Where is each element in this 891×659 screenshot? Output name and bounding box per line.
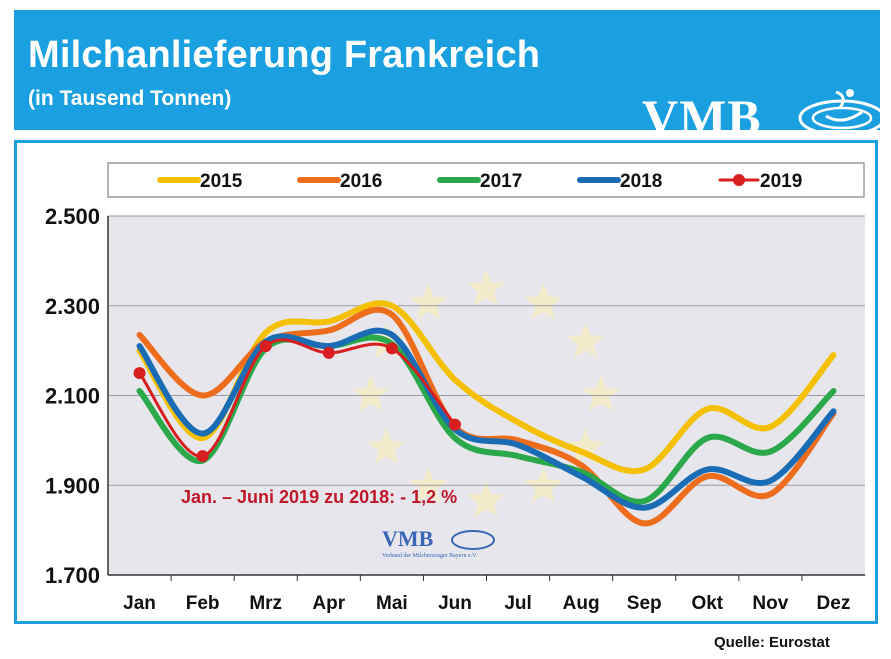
star-icon bbox=[524, 466, 563, 503]
x-tick-label: Aug bbox=[563, 593, 600, 614]
x-tick-label: Dez bbox=[817, 593, 851, 614]
data-point-2019 bbox=[385, 342, 398, 355]
data-point-2019 bbox=[448, 418, 461, 431]
star-icon bbox=[467, 480, 505, 517]
star-icon bbox=[566, 427, 605, 465]
data-point-2019 bbox=[322, 346, 335, 359]
x-tick-label: Nov bbox=[752, 593, 788, 614]
legend: 2015 2016 2017 2018 2019 bbox=[107, 162, 865, 198]
star-icon bbox=[566, 322, 605, 359]
x-tick-label: Apr bbox=[312, 593, 345, 614]
chart-frame bbox=[14, 140, 878, 624]
y-tick-label: 2.500 bbox=[45, 204, 100, 229]
data-point-2019 bbox=[259, 340, 272, 353]
star-icon bbox=[524, 283, 563, 320]
vmb-logo-text: VMB bbox=[642, 89, 762, 145]
header-banner: Milchanlieferung Frankreich (in Tausend … bbox=[14, 10, 886, 142]
data-point-2019 bbox=[133, 367, 146, 380]
legend-label-2015: 2015 bbox=[200, 171, 243, 192]
star-icon bbox=[367, 427, 406, 465]
star-icon bbox=[409, 283, 448, 320]
legend-label-2019: 2019 bbox=[760, 171, 802, 192]
x-tick-label: Feb bbox=[186, 593, 220, 614]
data-point-2019 bbox=[196, 450, 209, 463]
source-label: Quelle: Eurostat bbox=[714, 634, 830, 651]
star-icon bbox=[467, 269, 505, 306]
x-tick-label: Okt bbox=[691, 593, 723, 614]
legend-label-2017: 2017 bbox=[480, 171, 522, 192]
legend-label-2018: 2018 bbox=[620, 171, 662, 192]
x-tick-label: Jul bbox=[504, 593, 531, 614]
page-title: Milchanlieferung Frankreich bbox=[28, 34, 541, 76]
watermark-logo-icon bbox=[451, 530, 495, 550]
watermark-logo: VMB bbox=[382, 526, 434, 551]
star-icon bbox=[352, 375, 390, 412]
y-tick-label: 2.100 bbox=[45, 384, 100, 409]
star-icon bbox=[582, 375, 620, 412]
annotation-text: Jan. – Juni 2019 zu 2018: - 1,2 % bbox=[181, 487, 457, 507]
series-line-2018 bbox=[136, 327, 837, 511]
x-tick-label: Jan bbox=[123, 593, 156, 614]
legend-marker-2019 bbox=[733, 174, 745, 186]
watermark-tagline: Verband der Milcherzeuger Bayern e.V. bbox=[382, 553, 478, 559]
x-tick-label: Mai bbox=[376, 593, 408, 614]
x-tick-label: Jun bbox=[438, 593, 472, 614]
vmb-logo-icon bbox=[798, 89, 886, 137]
x-tick-label: Sep bbox=[627, 593, 662, 614]
y-tick-label: 1.700 bbox=[45, 563, 100, 588]
star-icon bbox=[409, 466, 448, 503]
page-subtitle: (in Tausend Tonnen) bbox=[28, 87, 232, 110]
y-tick-label: 2.300 bbox=[45, 294, 100, 319]
y-tick-label: 1.900 bbox=[45, 473, 100, 498]
legend-label-2016: 2016 bbox=[340, 171, 382, 192]
x-tick-label: Mrz bbox=[249, 593, 282, 614]
series-line-2019 bbox=[138, 338, 457, 458]
